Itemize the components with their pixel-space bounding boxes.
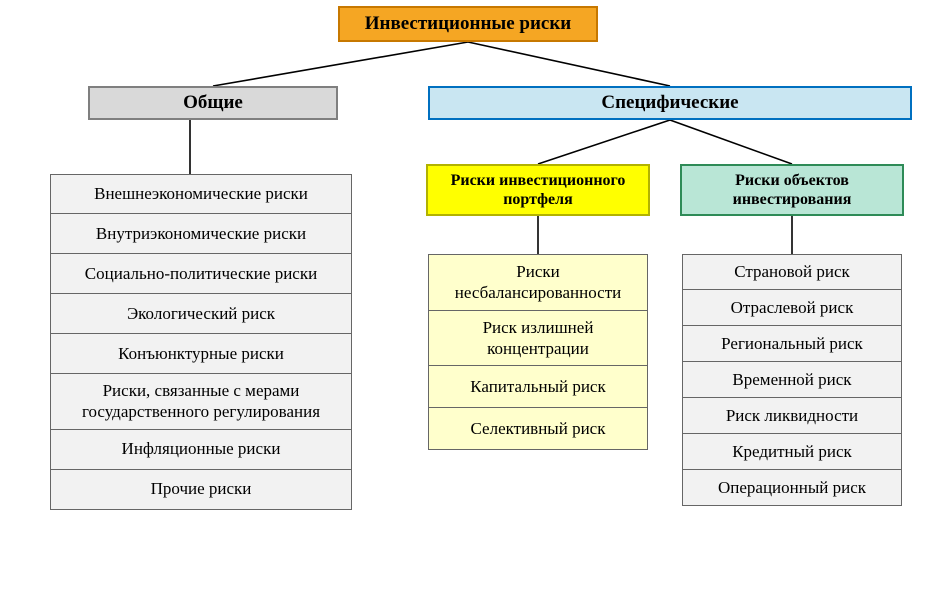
general-item: Социально-политические риски	[50, 254, 352, 294]
general-item: Внутриэкономические риски	[50, 214, 352, 254]
column-general: Внешнеэкономические рискиВнутриэкономиче…	[50, 174, 352, 510]
objects-item: Региональный риск	[682, 326, 902, 362]
portfolio-item: Риски несбалансированности	[428, 254, 648, 311]
category-general: Общие	[88, 86, 338, 120]
general-item: Экологический риск	[50, 294, 352, 334]
objects-item: Операционный риск	[682, 470, 902, 506]
general-item: Прочие риски	[50, 470, 352, 510]
column-objects: Страновой рискОтраслевой рискРегиональны…	[682, 254, 902, 506]
column-portfolio: Риски несбалансированностиРиск излишней …	[428, 254, 648, 450]
general-item: Внешнеэкономические риски	[50, 174, 352, 214]
objects-item: Кредитный риск	[682, 434, 902, 470]
category-specific: Специфические	[428, 86, 912, 120]
general-item: Инфляционные риски	[50, 430, 352, 470]
objects-item: Риск ликвидности	[682, 398, 902, 434]
objects-item: Временной риск	[682, 362, 902, 398]
subcat-portfolio: Риски инвестиционного портфеля	[426, 164, 650, 216]
portfolio-item: Капитальный риск	[428, 366, 648, 408]
root-node: Инвестиционные риски	[338, 6, 598, 42]
objects-item: Страновой риск	[682, 254, 902, 290]
portfolio-item: Селективный риск	[428, 408, 648, 450]
general-item: Конъюнктурные риски	[50, 334, 352, 374]
subcat-objects: Риски объектов инвестирования	[680, 164, 904, 216]
portfolio-item: Риск излишней концентрации	[428, 311, 648, 367]
objects-item: Отраслевой риск	[682, 290, 902, 326]
general-item: Риски, связанные с мерами государственно…	[50, 374, 352, 430]
